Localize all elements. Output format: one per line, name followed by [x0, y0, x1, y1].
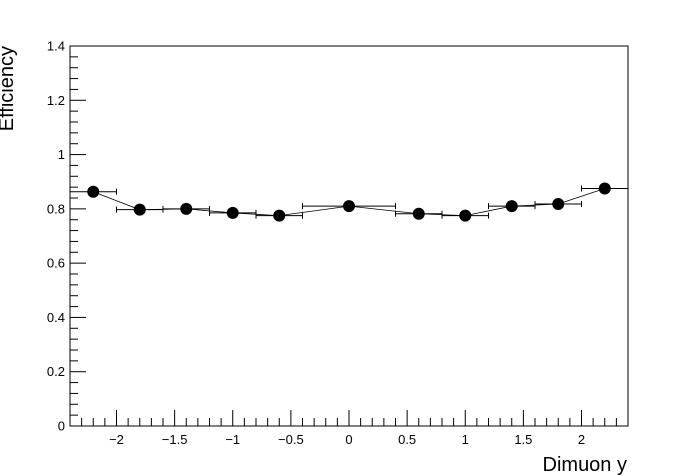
x-tick-label: 0.5	[398, 432, 416, 447]
data-point	[133, 203, 146, 216]
data-point	[180, 202, 193, 215]
data-point	[412, 207, 425, 220]
x-tick-label: −1.5	[162, 432, 188, 447]
data-point	[598, 182, 611, 195]
x-axis-title: Dimuon y	[543, 454, 627, 475]
y-tick-label: 0.8	[47, 201, 65, 216]
data-point	[226, 206, 239, 219]
axis-ticks	[69, 45, 629, 427]
y-tick-label: 0.6	[47, 256, 65, 271]
plot-frame	[69, 45, 629, 427]
y-tick-label: 1	[58, 147, 65, 162]
x-tick-label: 2	[578, 432, 585, 447]
y-tick-label: 0.4	[47, 310, 65, 325]
data-point	[87, 185, 100, 198]
data-point	[552, 197, 565, 210]
tick-labels: 0 0.2 0.4 0.6 0.8 1 1.2 1.4 −2 −1.5 −1 −0.5 0 0.5 1 1.5…	[47, 39, 585, 448]
y-tick-label: 0	[58, 419, 65, 434]
data-point	[505, 200, 518, 213]
y-axis-title: Efficiency	[0, 46, 18, 131]
x-tick-label: −1	[225, 432, 240, 447]
data-point	[273, 209, 286, 222]
y-tick-label: 0.2	[47, 364, 65, 379]
x-tick-label: 0	[345, 432, 352, 447]
y-tick-label: 1.2	[47, 93, 65, 108]
y-tick-label: 1.4	[47, 39, 65, 54]
data-point	[343, 200, 355, 213]
x-tick-label: −0.5	[278, 432, 304, 447]
data-point	[459, 209, 472, 222]
x-tick-label: 1.5	[514, 432, 532, 447]
x-tick-label: −2	[109, 432, 124, 447]
x-tick-label: 1	[462, 432, 469, 447]
data-series	[69, 182, 628, 222]
